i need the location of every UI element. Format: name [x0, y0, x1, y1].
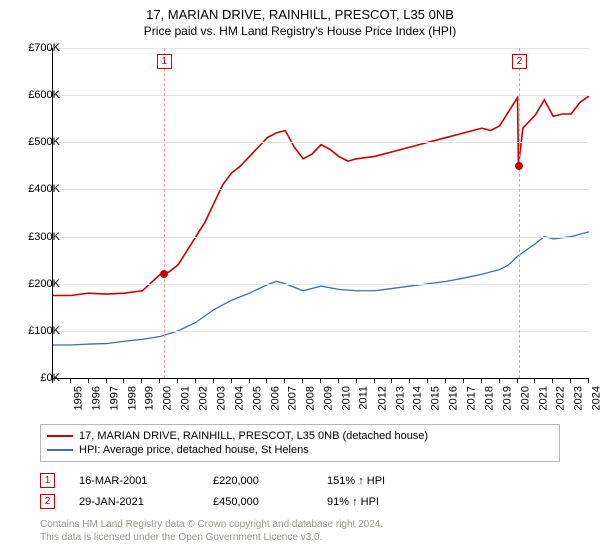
x-axis-label: 2014: [412, 386, 424, 410]
x-axis-label: 1997: [108, 386, 120, 410]
series-hpi: [53, 232, 589, 345]
x-axis-label: 2023: [573, 386, 585, 410]
transactions-table: 1 16-MAR-2001 £220,000 151% ↑ HPI 2 29-J…: [40, 470, 560, 512]
x-axis-label: 2021: [537, 386, 549, 410]
x-axis-label: 2018: [483, 386, 495, 410]
legend-swatch-1: [47, 435, 73, 437]
footer-line-1: Contains HM Land Registry data © Crown c…: [40, 518, 560, 531]
x-axis-label: 2020: [519, 386, 531, 410]
transaction-marker-2: 2: [40, 494, 55, 509]
legend-row-1: 17, MARIAN DRIVE, RAINHILL, PRESCOT, L35…: [47, 429, 553, 443]
plot-area: 12: [52, 48, 589, 379]
y-axis-label: £200K: [14, 278, 60, 290]
transaction-pct: 151% ↑ HPI: [327, 475, 417, 487]
footer-attribution: Contains HM Land Registry data © Crown c…: [40, 518, 560, 544]
x-axis-label: 2011: [358, 386, 370, 410]
footer-line-2: This data is licensed under the Open Gov…: [40, 531, 560, 544]
x-axis-label: 2013: [394, 386, 406, 410]
x-axis-label: 2012: [376, 386, 388, 410]
x-axis-label: 2015: [430, 386, 442, 410]
y-axis-label: £100K: [14, 325, 60, 337]
y-axis-label: £600K: [14, 89, 60, 101]
x-axis-label: 1999: [144, 386, 156, 410]
x-axis-label: 2005: [251, 386, 263, 410]
y-axis-label: £0K: [14, 372, 60, 384]
x-axis-label: 2003: [215, 386, 227, 410]
transaction-marker-1: 1: [40, 473, 55, 488]
data-point-dot: [515, 162, 523, 170]
x-axis-label: 2016: [448, 386, 460, 410]
x-axis-label: 2010: [340, 386, 352, 410]
x-axis-label: 2001: [180, 386, 192, 410]
chart-container: 17, MARIAN DRIVE, RAINHILL, PRESCOT, L35…: [0, 0, 600, 560]
x-axis-label: 2024: [591, 386, 600, 410]
x-axis-label: 2022: [555, 386, 567, 410]
x-axis-labels: 1995 1996 1997 1998 1999 2000 2001 2002 2003 2004…: [52, 378, 588, 418]
transaction-date: 29-JAN-2021: [79, 496, 189, 508]
event-marker-2: 2: [512, 54, 527, 69]
chart-svg: [53, 48, 589, 378]
x-axis-label: 1995: [72, 386, 84, 410]
legend-label-2: HPI: Average price, detached house, St H…: [79, 444, 309, 456]
y-axis-label: £400K: [14, 183, 60, 195]
transaction-pct: 91% ↑ HPI: [327, 496, 417, 508]
y-axis-label: £500K: [14, 136, 60, 148]
x-axis-label: 2007: [287, 386, 299, 410]
y-axis-label: £700K: [14, 42, 60, 54]
legend-row-2: HPI: Average price, detached house, St H…: [47, 443, 553, 457]
transaction-price: £450,000: [213, 496, 303, 508]
x-axis-label: 2017: [466, 386, 478, 410]
x-axis-label: 1996: [90, 386, 102, 410]
transaction-price: £220,000: [213, 475, 303, 487]
x-axis-label: 2019: [501, 386, 513, 410]
legend-box: 17, MARIAN DRIVE, RAINHILL, PRESCOT, L35…: [40, 424, 560, 462]
legend-and-footer: 17, MARIAN DRIVE, RAINHILL, PRESCOT, L35…: [40, 424, 560, 544]
title-address: 17, MARIAN DRIVE, RAINHILL, PRESCOT, L35…: [0, 7, 600, 22]
x-axis-label: 2002: [198, 386, 210, 410]
titles: 17, MARIAN DRIVE, RAINHILL, PRESCOT, L35…: [0, 0, 600, 38]
x-axis-label: 2009: [323, 386, 335, 410]
transaction-row: 1 16-MAR-2001 £220,000 151% ↑ HPI: [40, 470, 560, 491]
data-point-dot: [160, 270, 168, 278]
transaction-date: 16-MAR-2001: [79, 475, 189, 487]
x-axis-label: 2000: [162, 386, 174, 410]
legend-swatch-2: [47, 449, 73, 451]
x-axis-label: 2004: [233, 386, 245, 410]
title-subtitle: Price paid vs. HM Land Registry's House …: [0, 24, 600, 38]
legend-label-1: 17, MARIAN DRIVE, RAINHILL, PRESCOT, L35…: [79, 430, 428, 442]
event-marker-1: 1: [157, 54, 172, 69]
y-axis-label: £300K: [14, 231, 60, 243]
x-axis-label: 2006: [269, 386, 281, 410]
x-axis-label: 2008: [305, 386, 317, 410]
transaction-row: 2 29-JAN-2021 £450,000 91% ↑ HPI: [40, 491, 560, 512]
x-axis-label: 1998: [126, 386, 138, 410]
